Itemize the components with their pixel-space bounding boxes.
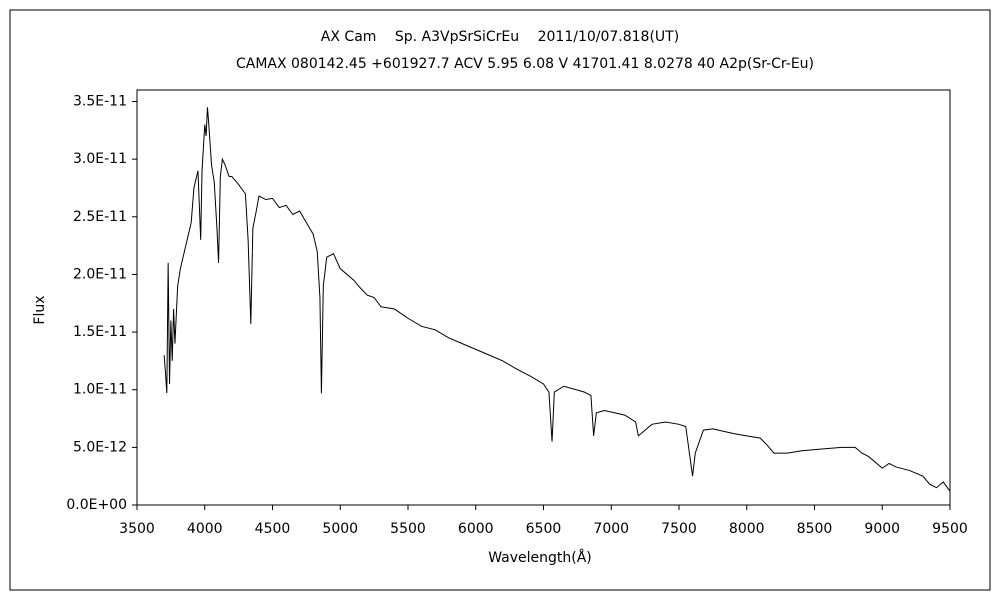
x-tick-label: 7000 — [593, 521, 629, 537]
x-tick-label: 5500 — [390, 521, 426, 537]
x-axis-label: Wavelength(Å) — [488, 549, 592, 566]
x-tick-label: 4000 — [187, 521, 223, 537]
y-tick-label: 2.0E-11 — [73, 266, 127, 282]
x-tick-label: 4500 — [255, 521, 291, 537]
x-tick-label: 9500 — [932, 521, 968, 537]
x-tick-label: 5000 — [322, 521, 358, 537]
y-tick-label: 5.0E-12 — [73, 439, 127, 455]
y-tick-label: 0.0E+00 — [66, 497, 127, 513]
y-tick-label: 3.5E-11 — [73, 94, 127, 110]
y-axis-label: Flux — [32, 295, 48, 324]
x-tick-label: 8000 — [729, 521, 765, 537]
x-tick-label: 6000 — [458, 521, 494, 537]
x-tick-label: 7500 — [661, 521, 697, 537]
y-tick-label: 3.0E-11 — [73, 151, 127, 167]
spectrum-line — [163, 107, 951, 492]
y-tick-label: 1.5E-11 — [73, 324, 127, 340]
chart-frame — [9, 9, 991, 591]
chart-title: AX Cam Sp. A3VpSrSiCrEu 2011/10/07.818(U… — [321, 29, 679, 45]
x-tick-label: 8500 — [797, 521, 833, 537]
x-tick-label: 3500 — [119, 521, 155, 537]
chart-subtitle: CAMAX 080142.45 +601927.7 ACV 5.95 6.08 … — [236, 56, 814, 72]
y-tick-label: 1.0E-11 — [73, 382, 127, 398]
x-tick-label: 9000 — [864, 521, 900, 537]
x-tick-label: 6500 — [526, 521, 562, 537]
y-tick-label: 2.5E-11 — [73, 209, 127, 225]
